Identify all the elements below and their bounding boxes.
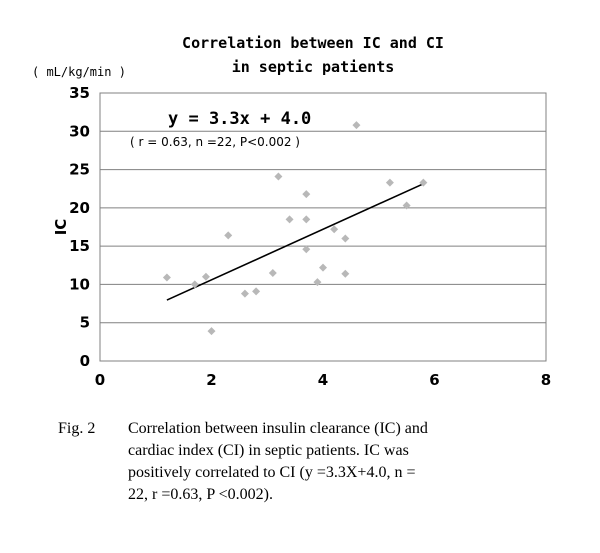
data-point — [207, 327, 216, 336]
data-point — [341, 234, 350, 243]
data-point — [190, 280, 199, 289]
y-tick-label: 10 — [69, 275, 90, 293]
x-tick-labels: 0 2 4 6 8 — [95, 371, 551, 389]
data-point — [240, 289, 249, 298]
data-point — [341, 269, 350, 278]
chart-subtitle: in septic patients — [232, 58, 395, 76]
chart-title: Correlation between IC and CI — [182, 34, 444, 52]
data-point — [330, 225, 339, 234]
x-tick-label: 8 — [541, 371, 551, 389]
plot-area — [99, 92, 547, 362]
regression-stats: ( r = 0.63, n =22, P<0.002 ) — [130, 135, 300, 149]
y-axis-label: IC — [52, 219, 70, 236]
y-tick-label: 5 — [80, 314, 90, 332]
scatter-chart: Correlation between IC and CI in septic … — [32, 34, 551, 389]
data-point — [419, 178, 428, 187]
caption-figure-number: Fig. 2 — [58, 420, 96, 437]
data-point — [385, 178, 394, 187]
data-point — [162, 273, 171, 282]
x-tick-label: 4 — [318, 371, 328, 389]
data-point — [402, 201, 411, 210]
data-points — [162, 121, 428, 336]
y-tick-label: 15 — [69, 237, 90, 255]
data-point — [201, 272, 210, 281]
data-point — [319, 263, 327, 272]
y-tick-label: 30 — [69, 122, 90, 140]
caption-line: cardiac index (CI) in septic patients. I… — [128, 442, 409, 459]
x-tick-label: 0 — [95, 371, 105, 389]
caption-line: Correlation between insulin clearance (I… — [128, 420, 428, 437]
data-point — [302, 245, 311, 254]
caption-text: Correlation between insulin clearance (I… — [128, 418, 568, 506]
data-point — [313, 278, 322, 287]
gridlines — [100, 130, 546, 324]
caption-line: positively correlated to CI (y =3.3X+4.0… — [128, 464, 416, 481]
y-unit-label: ( mL/kg/min ) — [32, 65, 126, 79]
data-point — [224, 231, 233, 240]
data-point — [302, 215, 311, 224]
regression-line — [166, 183, 424, 301]
regression-equation: y = 3.3x + 4.0 — [168, 109, 311, 129]
x-tick-label: 2 — [206, 371, 216, 389]
caption-line: 22, r =0.63, P <0.002). — [128, 486, 274, 503]
y-tick-label: 25 — [69, 161, 90, 179]
data-point — [268, 268, 277, 277]
data-point — [302, 190, 311, 199]
data-point — [252, 287, 261, 296]
data-point — [352, 121, 361, 130]
y-tick-label: 0 — [80, 352, 90, 370]
y-tick-label: 20 — [69, 199, 90, 217]
y-tick-label: 35 — [69, 84, 90, 102]
y-tick-labels: 0 5 10 15 20 25 30 35 — [69, 84, 90, 370]
data-point — [274, 172, 283, 181]
x-tick-label: 6 — [429, 371, 439, 389]
data-point — [285, 215, 294, 224]
